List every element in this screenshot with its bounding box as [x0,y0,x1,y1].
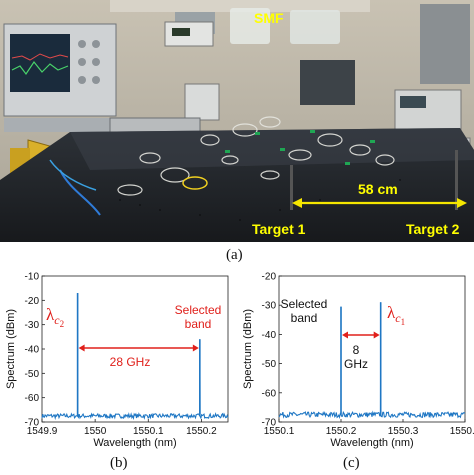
y-tick-label: -30 [262,301,277,312]
selected-band-label-line1: Selected [281,297,328,311]
distance-arrow-left-head [292,198,302,208]
y-tick-label: -50 [262,359,277,370]
spacing-arrow-right-head [373,331,380,339]
target2-label: Target 2 [406,221,460,237]
selected-band-label-line1: Selected [175,303,222,317]
y-tick-label: -70 [262,418,277,429]
x-tick-label: 1550.1 [133,426,164,437]
x-tick-label: 1550.2 [186,426,217,437]
y-tick-label: -20 [25,296,40,307]
lambda-c1-label: λc1 [387,303,405,327]
y-tick-label: -20 [262,272,277,283]
y-tick-label: -40 [25,345,40,356]
spacing-ghz-label: GHz [344,357,368,371]
y-tick-label: -40 [262,330,277,341]
target1-label: Target 1 [252,221,306,237]
x-tick-label: 1550.1 [264,426,295,437]
x-tick-label: 1550 [84,426,107,437]
spacing-28ghz-label: 28 GHz [110,355,151,369]
y-tick-label: -60 [25,393,40,404]
distance-arrow-right-head [457,198,467,208]
spacing-arrow-left-head [78,344,85,352]
plot-frame [278,275,466,423]
x-axis-label-b: Wavelength (nm) [93,437,176,449]
y-tick-label: -30 [25,320,40,331]
selected-band-label-line2: band [291,311,318,325]
smf-label: SMF [254,10,284,26]
y-tick-label: -50 [25,369,40,380]
y-tick-label: -60 [262,388,277,399]
spectrum-trace [278,302,466,420]
distance-label: 58 cm [358,181,398,197]
caption-c: (c) [343,455,360,471]
caption-a: (a) [226,247,243,263]
x-tick-label: 1550.2 [326,426,357,437]
spectrum-trace [41,292,229,421]
spacing-arrow-left-head [342,331,348,339]
lab-photo-drawing: SMF 58 cm Target 1 Target 2 [0,0,474,242]
spacing-8-label: 8 [353,343,360,357]
x-axis-label-c: Wavelength (nm) [330,437,413,449]
y-tick-label: -70 [25,418,40,429]
y-axis-label-c: Spectrum (dBm) [242,309,254,389]
x-tick-label: 1549.9 [27,426,58,437]
x-tick-label: 1550.4 [450,426,474,437]
lambda-c2-label: λc2 [46,305,64,329]
selected-band-label-line2: band [185,317,212,331]
y-tick-label: -10 [25,272,40,283]
x-tick-label: 1550.3 [388,426,419,437]
caption-b: (b) [110,455,128,471]
lab-setup-photo: SMF 58 cm Target 1 Target 2 [0,0,474,242]
spacing-arrow-right-head [192,344,199,352]
y-axis-label-b: Spectrum (dBm) [5,309,17,389]
